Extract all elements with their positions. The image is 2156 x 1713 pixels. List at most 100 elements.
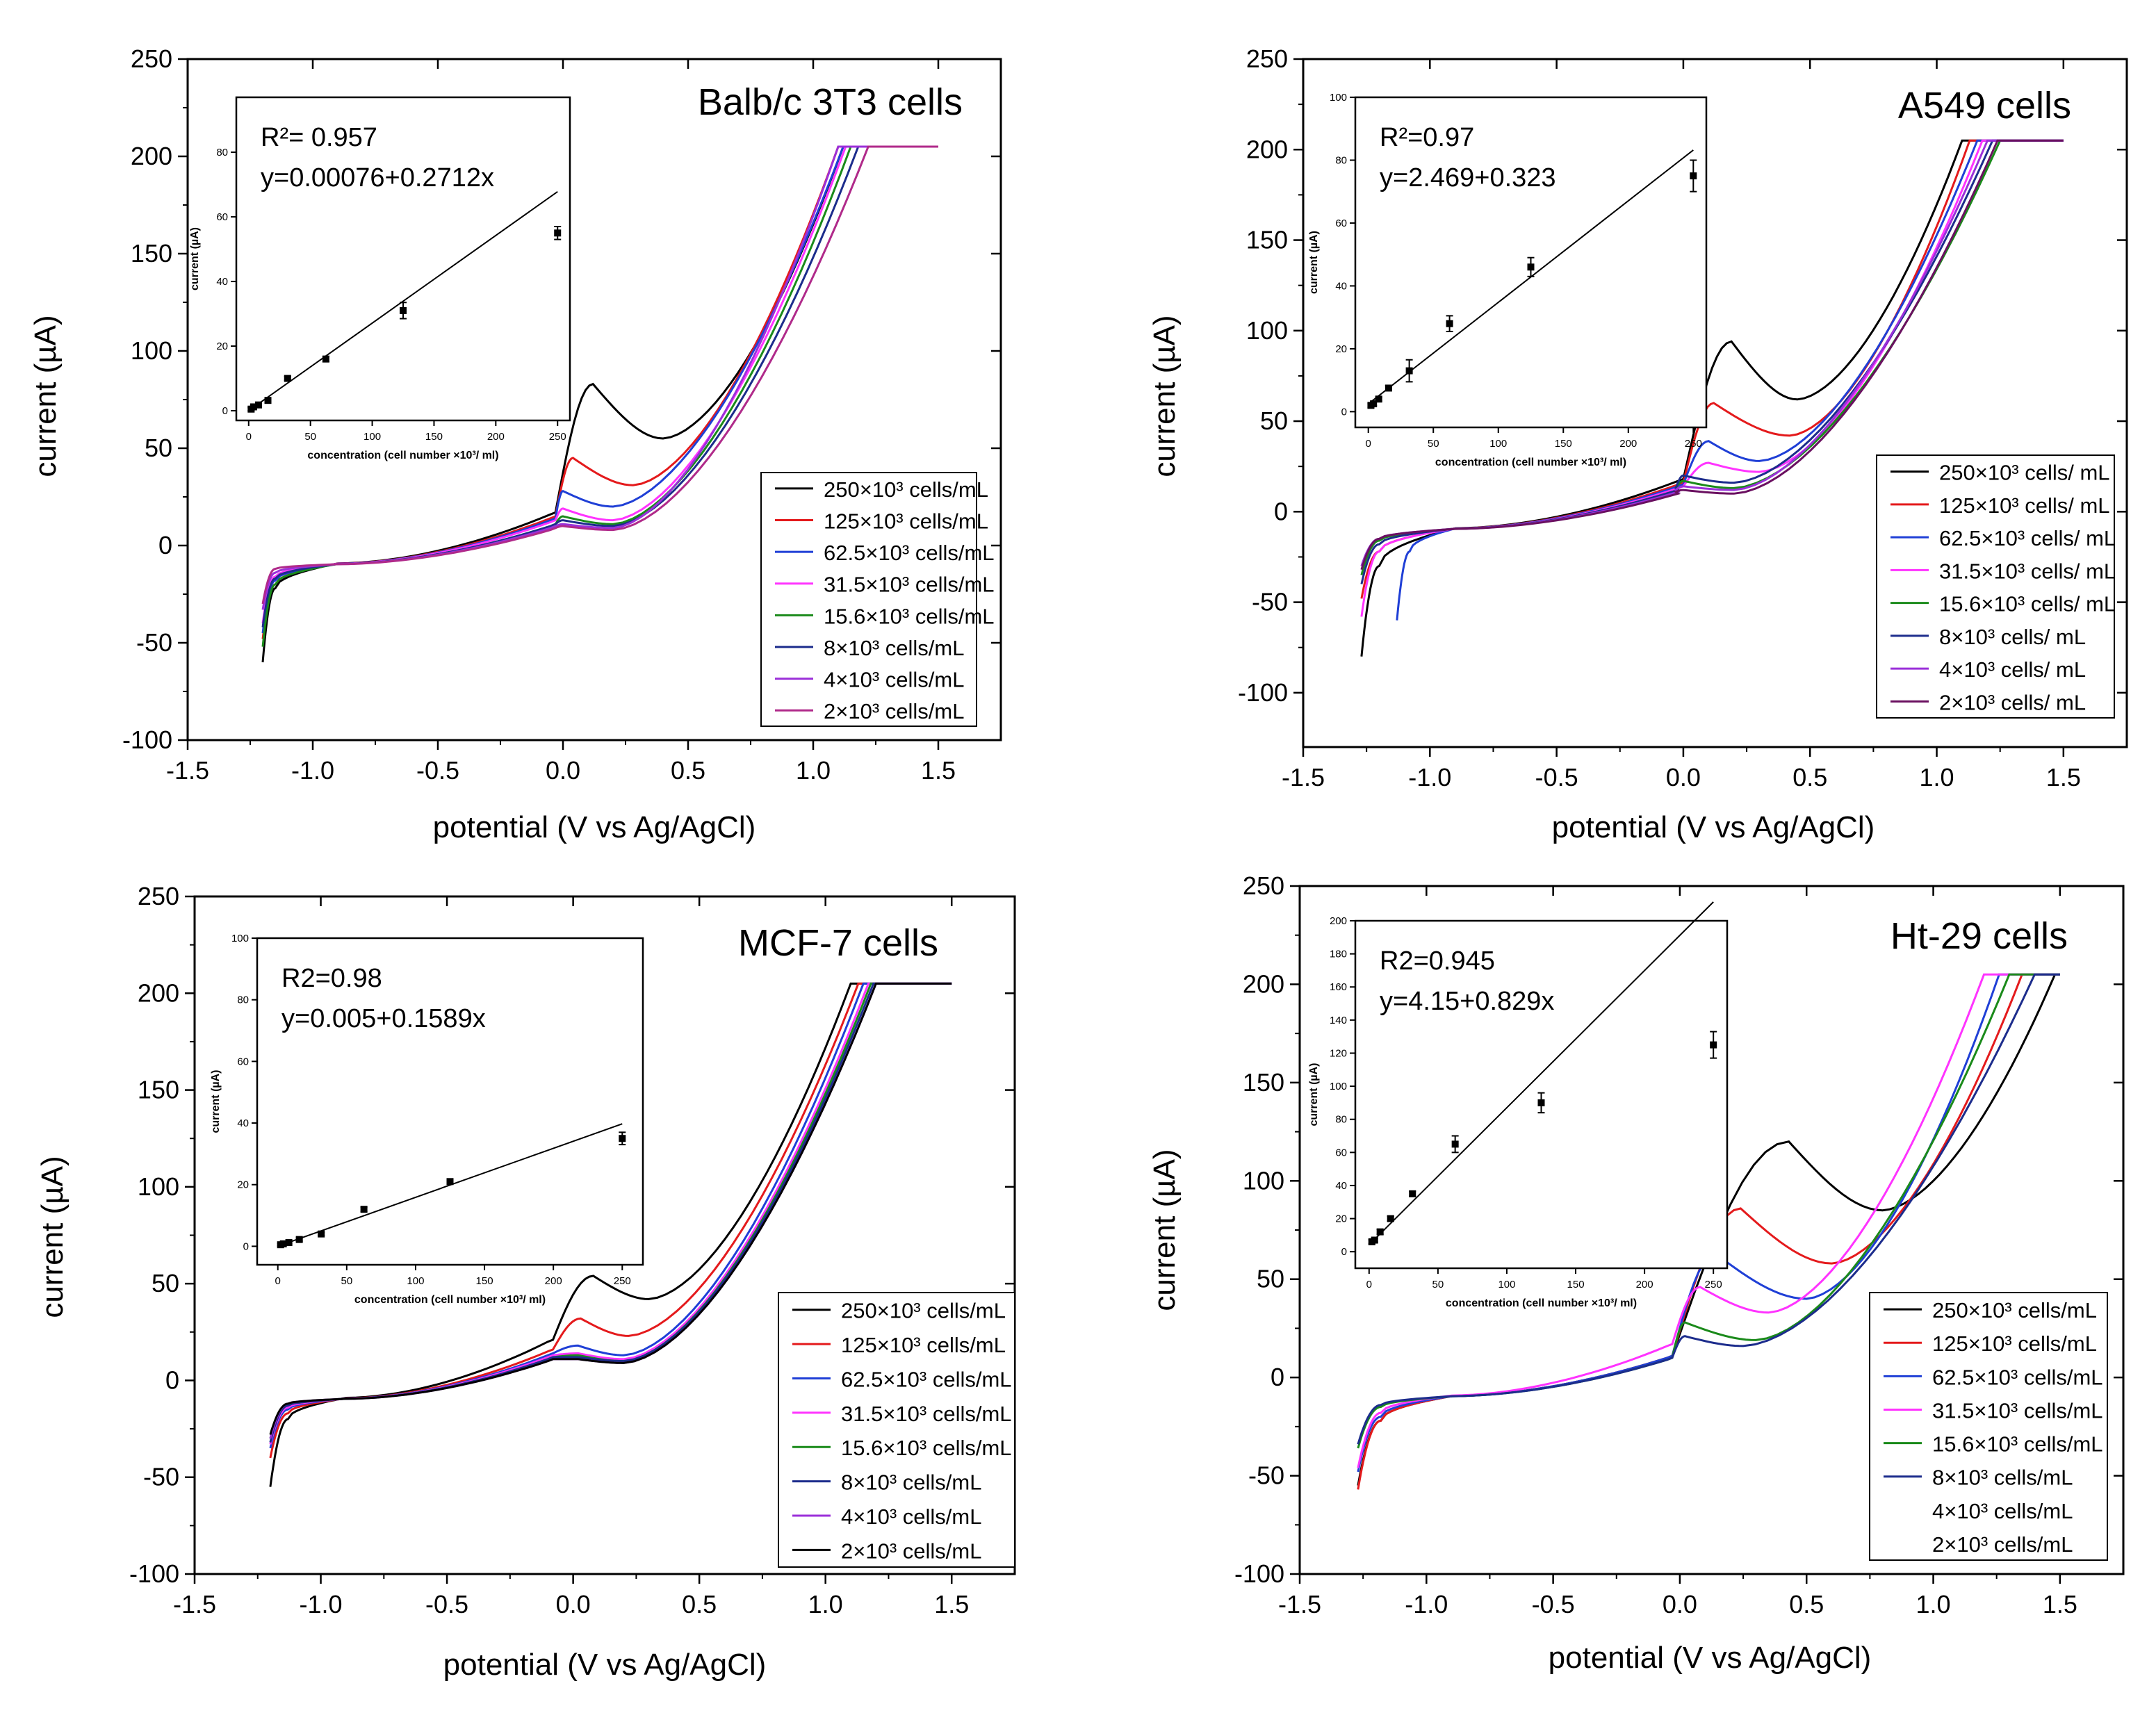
y-tick-label: 50 xyxy=(145,434,172,462)
series-line-5 xyxy=(1357,973,2060,1445)
y-tick-label: 100 xyxy=(1246,316,1288,345)
inset-y-tick-label: 120 xyxy=(1330,1047,1347,1059)
x-tick-label: 1.5 xyxy=(2043,1590,2077,1618)
legend-label-1: 125×10³ cells/ mL xyxy=(1939,493,2110,518)
legend-label-1: 125×10³ cells/mL xyxy=(824,509,988,533)
inset-y-tick-label: 100 xyxy=(1330,1081,1347,1092)
inset-y-tick-label: 0 xyxy=(1341,406,1347,418)
inset-x-tick-label: 50 xyxy=(341,1275,352,1287)
inset-equation-line-0: R²= 0.957 xyxy=(261,123,377,152)
x-tick-label: -0.5 xyxy=(1535,763,1578,792)
y-tick-label: 100 xyxy=(138,1172,179,1201)
y-tick-label: 150 xyxy=(1243,1068,1284,1097)
legend-label-2: 62.5×10³ cells/mL xyxy=(1932,1365,2103,1389)
inset-y-axis-label: current (µA) xyxy=(189,227,201,290)
inset-x-tick-label: 0 xyxy=(1366,1279,1372,1290)
inset-point-3 xyxy=(1385,384,1392,392)
inset-x-tick-label: 250 xyxy=(1685,438,1702,450)
inset-equation-line-0: R2=0.98 xyxy=(281,964,382,993)
legend-label-6: 4×10³ cells/mL xyxy=(824,668,964,692)
inset-p1: 0 50 100 150 200 250 0 20 40 60 80 concentration (c… xyxy=(189,96,571,461)
chart-title: MCF-7 cells xyxy=(738,922,938,964)
y-tick-label: -100 xyxy=(1238,678,1288,707)
x-tick-label: -0.5 xyxy=(416,756,459,785)
series-line-3 xyxy=(1357,973,2060,1468)
inset-x-tick-label: 150 xyxy=(476,1275,493,1287)
x-axis-label: potential (V vs Ag/AgCl) xyxy=(433,810,756,844)
y-tick-label: 50 xyxy=(1257,1265,1284,1293)
inset-y-tick-label: 60 xyxy=(216,211,228,223)
inset-y-axis-label: current (µA) xyxy=(1308,231,1320,294)
inset-point-5 xyxy=(360,1206,368,1213)
inset-y-tick-label: 20 xyxy=(1335,343,1347,355)
series-line-0 xyxy=(1360,139,2064,657)
series-line-5 xyxy=(1360,139,2064,584)
plot-frame xyxy=(1302,58,2128,748)
x-tick-label: -1.5 xyxy=(1278,1590,1321,1618)
legend-label-7: 2×10³ cells/ mL xyxy=(1939,690,2086,714)
inset-fit-line xyxy=(250,190,558,410)
inset-point-4 xyxy=(1405,367,1413,375)
inset-fit-line xyxy=(1371,901,1714,1243)
inset-x-tick-label: 250 xyxy=(614,1275,631,1287)
x-tick-label: -0.5 xyxy=(425,1590,468,1618)
chart-p1: -1.5 -1.0 -0.5 0.0 0.5 1.0 1.5 -100 -50 0 50 100 150… xyxy=(28,44,1002,844)
legend-label-0: 250×10³ cells/ mL xyxy=(1939,461,2110,485)
y-tick-label: 200 xyxy=(138,978,179,1007)
y-axis-label: current (µA) xyxy=(1148,315,1182,477)
inset-equation-line-1: y=0.00076+0.2712x xyxy=(261,163,494,192)
inset-y-tick-label: 0 xyxy=(1341,1246,1347,1258)
inset-x-axis-label: concentration (cell number ×10³/ ml) xyxy=(307,450,498,461)
inset-y-tick-label: 0 xyxy=(222,405,228,417)
inset-x-axis-label: concentration (cell number ×10³/ ml) xyxy=(1435,457,1626,468)
inset-frame xyxy=(235,96,571,422)
y-tick-label: 50 xyxy=(1260,407,1288,435)
chart-title: Balb/c 3T3 cells xyxy=(698,81,963,123)
inset-y-tick-label: 0 xyxy=(243,1240,249,1252)
y-tick-label: 0 xyxy=(1274,497,1288,525)
legend-label-4: 15.6×10³ cells/mL xyxy=(1932,1432,2103,1457)
inset-point-3 xyxy=(295,1236,303,1243)
y-tick-label: 250 xyxy=(1246,44,1288,73)
inset-point-7 xyxy=(1710,1041,1717,1049)
inset-point-2 xyxy=(1375,395,1382,403)
x-tick-label: 0.0 xyxy=(556,1590,591,1618)
inset-point-6 xyxy=(1527,263,1535,271)
x-tick-label: 0.5 xyxy=(1789,1590,1824,1618)
inset-y-tick-label: 180 xyxy=(1330,949,1347,960)
x-tick-label: 0.0 xyxy=(1666,763,1701,792)
inset-y-axis-label: current (µA) xyxy=(1308,1063,1320,1126)
inset-x-tick-label: 200 xyxy=(487,431,505,443)
inset-equation-line-0: R2=0.945 xyxy=(1380,946,1495,976)
inset-point-6 xyxy=(400,306,407,314)
x-tick-label: 1.5 xyxy=(921,756,956,785)
series-line-0 xyxy=(269,982,952,1487)
inset-point-7 xyxy=(1690,172,1697,180)
inset-y-tick-label: 160 xyxy=(1330,981,1347,993)
inset-y-tick-label: 100 xyxy=(1330,92,1347,104)
x-tick-label: 1.0 xyxy=(1916,1590,1951,1618)
y-tick-label: 250 xyxy=(1243,871,1284,900)
inset-point-5 xyxy=(1451,1140,1459,1148)
inset-x-tick-label: 150 xyxy=(1567,1279,1585,1290)
x-tick-label: -1.5 xyxy=(173,1590,216,1618)
x-tick-label: 1.0 xyxy=(808,1590,843,1618)
legend-label-2: 62.5×10³ cells/mL xyxy=(841,1367,1012,1391)
x-tick-label: 1.0 xyxy=(1920,763,1954,792)
legend-label-7: 2×10³ cells/mL xyxy=(824,699,964,723)
y-tick-label: 100 xyxy=(131,336,172,365)
series-line-7 xyxy=(269,982,952,1435)
legend-label-0: 250×10³ cells/mL xyxy=(841,1299,1006,1323)
y-tick-label: 0 xyxy=(158,531,172,559)
chart-p4: -1.5 -1.0 -0.5 0.0 0.5 1.0 1.5 -100 -50 0 50 100 150… xyxy=(1148,871,2125,1675)
inset-p2: 0 50 100 150 200 250 0 20 40 60 80 100 concentration… xyxy=(1308,92,1708,468)
y-tick-label: 150 xyxy=(138,1076,179,1104)
legend-label-0: 250×10³ cells/mL xyxy=(1932,1298,2097,1322)
y-tick-label: 200 xyxy=(1243,969,1284,998)
y-tick-label: 150 xyxy=(1246,226,1288,254)
series-line-3 xyxy=(1360,139,2064,617)
inset-point-1 xyxy=(1371,1236,1378,1244)
x-tick-label: 0.0 xyxy=(546,756,580,785)
y-tick-label: -100 xyxy=(129,1559,179,1588)
